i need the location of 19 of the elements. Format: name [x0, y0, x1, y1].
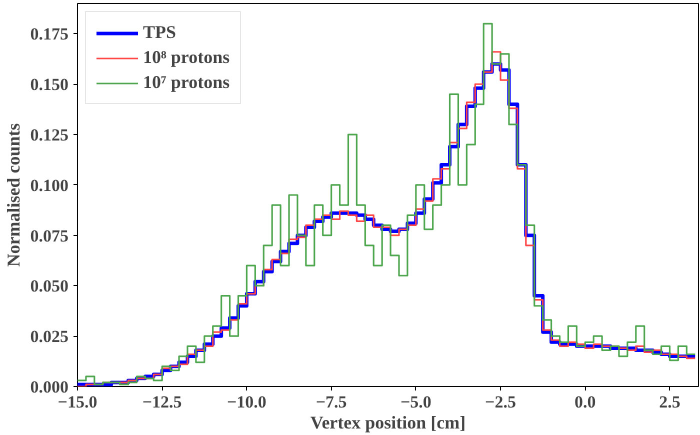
y-axis-title: Normalised counts: [3, 123, 24, 267]
x-tick-label: 2.5: [659, 392, 680, 412]
x-tick-label: −5.0: [400, 392, 432, 412]
x-tick-label: −7.5: [316, 392, 347, 412]
x-tick-label: −2.5: [485, 392, 516, 412]
y-tick-label: 0.125: [30, 126, 68, 145]
legend-label: 10⁸ protons: [143, 47, 230, 68]
x-tick-label: 0.0: [574, 392, 596, 412]
y-tick-label: 0.050: [30, 276, 68, 296]
legend-label: 10⁷ protons: [143, 72, 230, 93]
legend-label: TPS: [143, 22, 176, 43]
x-tick-label: −12.5: [142, 392, 182, 412]
x-tick-label: −10.0: [226, 392, 266, 412]
y-tick-label: 0.175: [30, 24, 68, 44]
x-axis-title: Vertex position [cm]: [310, 412, 466, 432]
y-tick-label: 0.150: [30, 75, 68, 94]
y-tick-label: 0.100: [30, 176, 68, 195]
y-tick-label: 0.025: [30, 327, 68, 346]
y-tick-label: 0.075: [30, 226, 68, 246]
